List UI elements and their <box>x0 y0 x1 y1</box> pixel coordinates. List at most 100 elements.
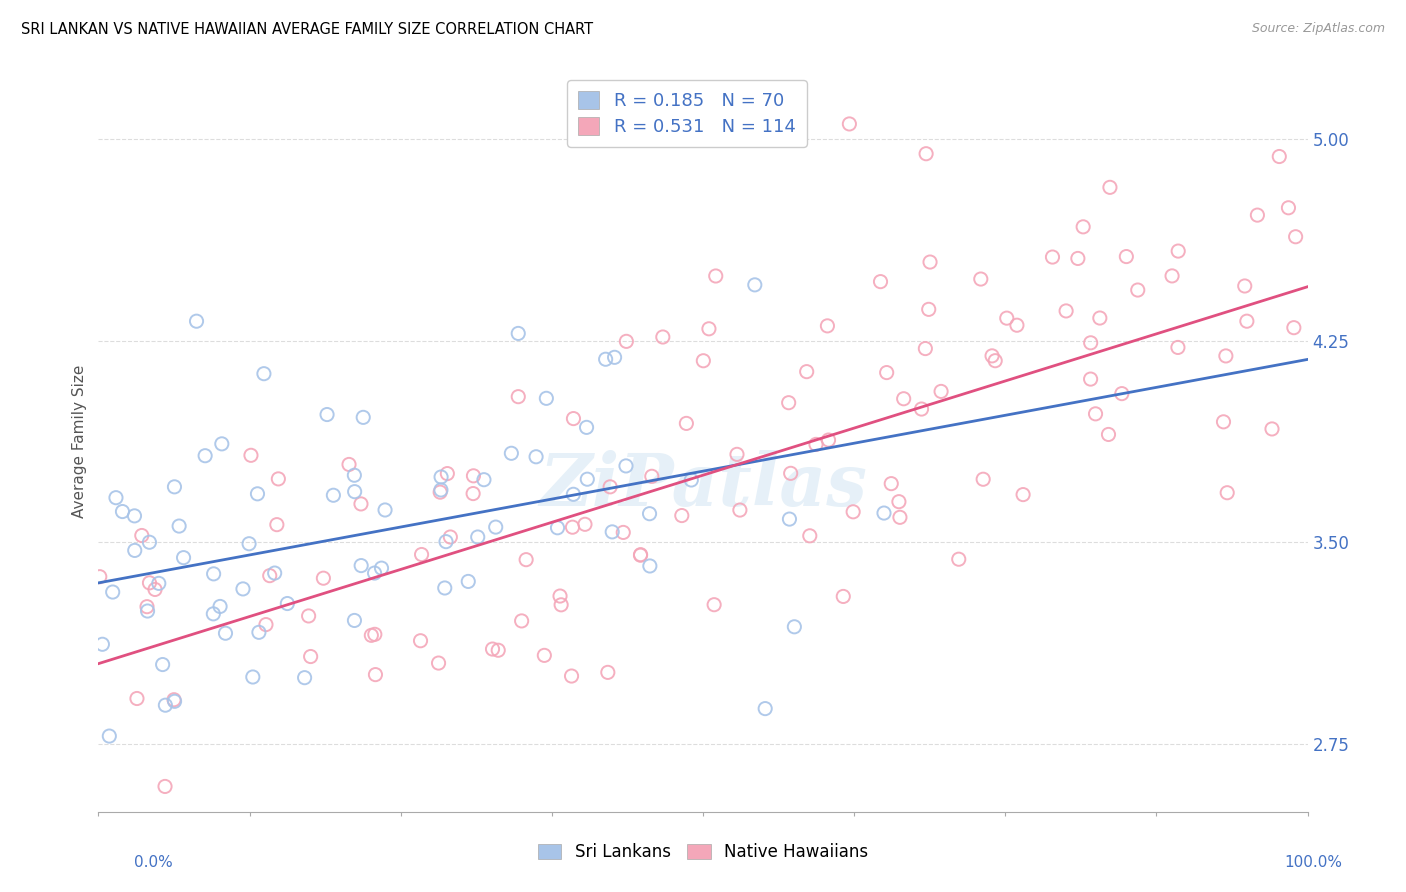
Point <box>467 530 489 544</box>
Point <box>703 598 725 612</box>
Point <box>562 411 585 425</box>
Point <box>1246 208 1268 222</box>
Point <box>138 575 160 590</box>
Point <box>815 318 838 333</box>
Point <box>536 392 558 406</box>
Point <box>725 447 748 461</box>
Point <box>524 450 547 464</box>
Point <box>486 643 509 657</box>
Point <box>876 366 898 380</box>
Point <box>299 649 322 664</box>
Point <box>510 614 533 628</box>
Legend: R = 0.185   N = 70, R = 0.531   N = 114: R = 0.185 N = 70, R = 0.531 N = 114 <box>567 80 807 147</box>
Y-axis label: Average Family Size: Average Family Size <box>72 365 87 518</box>
Point <box>131 528 153 542</box>
Point <box>914 342 936 356</box>
Point <box>1012 487 1035 501</box>
Point <box>202 566 225 581</box>
Point <box>599 480 621 494</box>
Point <box>430 470 453 484</box>
Point <box>1161 268 1184 283</box>
Point <box>778 512 800 526</box>
Point <box>163 692 186 706</box>
Point <box>457 574 479 589</box>
Point <box>253 367 276 381</box>
Point <box>915 146 938 161</box>
Point <box>603 351 626 365</box>
Point <box>873 506 896 520</box>
Point <box>675 417 697 431</box>
Point <box>485 520 508 534</box>
Point <box>1098 180 1121 194</box>
Point <box>817 433 839 447</box>
Point <box>238 537 260 551</box>
Point <box>364 667 387 681</box>
Point <box>374 503 396 517</box>
Point <box>641 469 664 483</box>
Point <box>600 524 623 539</box>
Point <box>1005 318 1028 333</box>
Point <box>1042 250 1064 264</box>
Point <box>322 488 344 502</box>
Point <box>155 698 177 713</box>
Point <box>242 670 264 684</box>
Point <box>561 520 583 534</box>
Point <box>651 330 673 344</box>
Point <box>363 566 385 580</box>
Point <box>153 780 176 794</box>
Point <box>125 691 148 706</box>
Point <box>893 392 915 406</box>
Point <box>548 589 571 603</box>
Point <box>343 614 366 628</box>
Point <box>681 473 703 487</box>
Point <box>239 448 262 462</box>
Point <box>472 473 495 487</box>
Point <box>1167 341 1189 355</box>
Point <box>211 437 233 451</box>
Point <box>124 508 146 523</box>
Point <box>409 633 432 648</box>
Point <box>294 671 316 685</box>
Point <box>1216 485 1239 500</box>
Point <box>638 558 661 573</box>
Point <box>364 627 387 641</box>
Point <box>276 597 298 611</box>
Point <box>612 525 634 540</box>
Point <box>1071 219 1094 234</box>
Point <box>350 558 373 573</box>
Point <box>880 476 903 491</box>
Point <box>136 599 159 614</box>
Point <box>970 272 993 286</box>
Point <box>246 487 269 501</box>
Point <box>111 504 134 518</box>
Point <box>515 552 537 566</box>
Point <box>614 458 637 473</box>
Point <box>316 408 339 422</box>
Point <box>575 420 598 434</box>
Point <box>254 617 277 632</box>
Point <box>869 275 891 289</box>
Point <box>247 625 270 640</box>
Point <box>918 302 941 317</box>
Point <box>148 576 170 591</box>
Point <box>463 486 485 500</box>
Point <box>1084 407 1107 421</box>
Point <box>1212 415 1234 429</box>
Point <box>799 529 821 543</box>
Point <box>547 521 569 535</box>
Point <box>439 530 461 544</box>
Point <box>574 517 596 532</box>
Point <box>214 626 236 640</box>
Point <box>1236 314 1258 328</box>
Point <box>124 543 146 558</box>
Point <box>1233 279 1256 293</box>
Text: ZiPatlas: ZiPatlas <box>538 450 868 522</box>
Point <box>232 582 254 596</box>
Point <box>360 628 382 642</box>
Point <box>501 446 523 460</box>
Point <box>1097 427 1119 442</box>
Point <box>804 437 827 451</box>
Point <box>842 505 865 519</box>
Point <box>1215 349 1237 363</box>
Point <box>1115 250 1137 264</box>
